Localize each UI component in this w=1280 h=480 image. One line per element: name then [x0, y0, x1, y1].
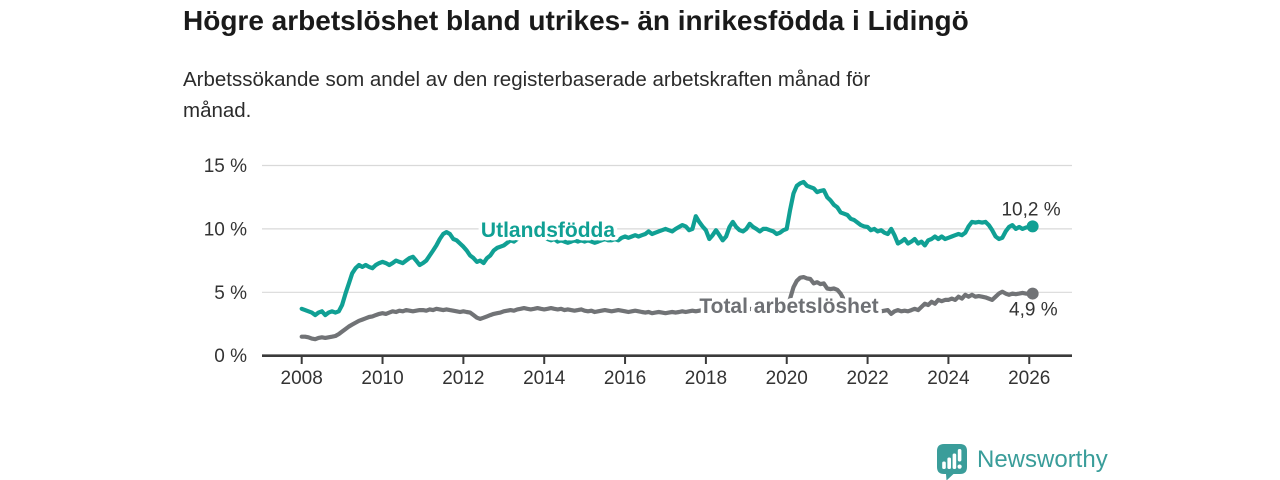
chart-subtitle: Arbetssökande som andel av den registerb… — [183, 68, 871, 122]
x-axis-tick-label: 2018 — [685, 368, 727, 389]
y-axis-tick-label: 15 % — [204, 156, 247, 177]
x-axis-tick-label: 2024 — [927, 368, 970, 389]
x-axis-tick-label: 2014 — [523, 368, 566, 389]
chart-title: Högre arbetslöshet bland utrikes- än inr… — [183, 5, 969, 36]
series-end-dot-total — [1026, 287, 1039, 300]
series-line-total — [299, 275, 1035, 342]
y-axis-tick-label: 10 % — [204, 219, 247, 240]
brand-name: Newsworthy — [977, 446, 1108, 473]
x-axis-tick-label: 2020 — [766, 368, 808, 389]
series-label-total: Total arbetslöshet — [699, 295, 878, 318]
x-axis-tick-label: 2008 — [281, 368, 323, 389]
series-end-dot-utlandsfodda — [1026, 220, 1039, 233]
y-axis-tick-label: 5 % — [214, 283, 247, 304]
x-axis-tick-label: 2022 — [846, 368, 888, 389]
series-end-value-label: 10,2 % — [1001, 199, 1060, 220]
x-axis-tick-label: 2026 — [1008, 368, 1050, 389]
y-axis-tick-label: 0 % — [214, 346, 247, 367]
series-line-utlandsfodda — [299, 179, 1035, 318]
newsworthy-chart-bubble-icon — [937, 444, 967, 480]
series-end-value-label: 4,9 % — [1009, 300, 1058, 321]
x-axis-tick-label: 2016 — [604, 368, 646, 389]
newsworthy-brand: Newsworthy — [936, 444, 1108, 480]
x-axis-tick-label: 2012 — [442, 368, 484, 389]
x-axis-tick-label: 2010 — [361, 368, 403, 389]
series-label-utlandsfodda: Utlandsfödda — [481, 219, 615, 242]
